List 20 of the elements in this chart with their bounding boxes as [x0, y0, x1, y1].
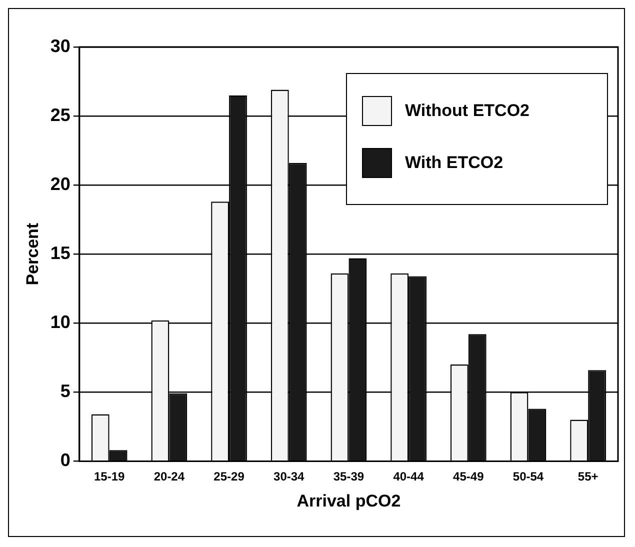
legend-label: With ETCO2 [405, 153, 504, 173]
x-tick-label: 20-24 [154, 470, 185, 484]
legend-label: Without ETCO2 [405, 101, 530, 121]
y-tick-label: 30 [50, 36, 70, 56]
x-axis-title: Arrival pCO2 [296, 491, 401, 510]
y-tick-label: 20 [50, 174, 70, 194]
y-axis-title: Percent [22, 222, 42, 286]
x-tick-label: 30-34 [274, 470, 305, 484]
x-tick-label: 25-29 [214, 470, 245, 484]
x-tick-label: 40-44 [393, 470, 424, 484]
y-tick-label: 5 [60, 381, 70, 402]
y-tick-label: 0 [60, 450, 70, 470]
x-tick-label: 45-49 [453, 470, 484, 484]
x-tick-label: 15-19 [94, 470, 126, 484]
x-tick-label: 55+ [578, 470, 598, 484]
y-tick-label: 10 [50, 312, 70, 332]
y-tick-label: 15 [50, 243, 70, 264]
x-tick-label: 50-54 [512, 470, 544, 484]
y-tick-label: 25 [50, 105, 70, 125]
x-tick-label: 35-39 [333, 470, 364, 484]
